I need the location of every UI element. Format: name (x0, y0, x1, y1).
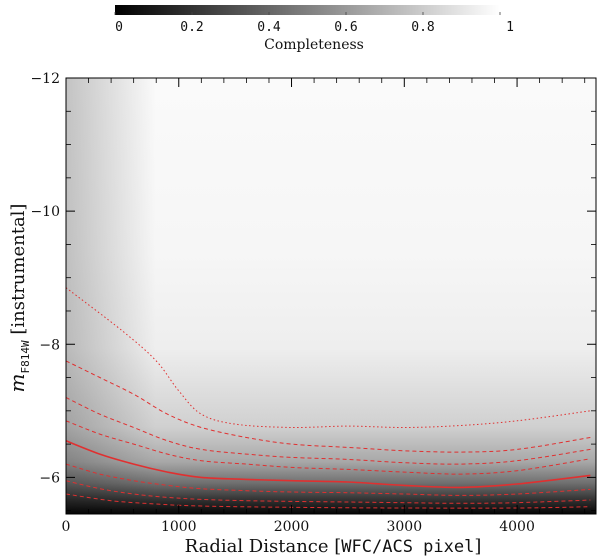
x-tick-label: 3000 (386, 519, 422, 535)
x-axis-label: Radial Distance [WFC/ACS pixel] (185, 536, 482, 557)
colorbar-gradient (115, 5, 500, 15)
contour-0.6 (66, 420, 591, 475)
contour-0.2 (66, 493, 591, 509)
colorbar-tick-label: 0 (115, 20, 123, 35)
y-tick-label: −10 (30, 204, 60, 220)
x-axis-label-unit: WFC/ACS pixel (341, 537, 474, 557)
y-axis-label: mF814W [instrumental] (5, 204, 32, 393)
contour-0.7 (66, 397, 591, 465)
colorbar: 0 0.2 0.4 0.6 0.8 1 Completeness (114, 5, 514, 53)
x-tick-label: 1000 (161, 519, 197, 535)
colorbar-tick-label: 0.4 (257, 20, 281, 35)
svg-text:mF814W [instrumental]: mF814W [instrumental] (5, 204, 32, 393)
y-tick-label: −12 (30, 71, 60, 87)
heatmap-plot: 0 1000 2000 3000 4000 −12 −10 −8 −6 (30, 71, 597, 535)
colorbar-tick-label: 1 (506, 20, 514, 35)
colorbar-tick-label: 0.2 (180, 20, 203, 35)
contour-0.5 (66, 440, 591, 489)
x-tick-label: 4000 (499, 519, 535, 535)
contour-0.4 (66, 463, 591, 496)
colorbar-label: Completeness (264, 37, 364, 53)
plot-frame (65, 77, 597, 515)
x-tick-label: 2000 (274, 519, 310, 535)
contour-0.3 (66, 480, 591, 504)
contour-0.8 (66, 360, 591, 453)
y-tick-label: −6 (39, 470, 60, 486)
y-tick-label: −8 (39, 337, 60, 353)
x-axis-label-bracket: ] (474, 536, 481, 557)
y-axis-label-rest: [instrumental] (8, 204, 29, 341)
y-axis-label-m: m (5, 373, 29, 392)
colorbar-tick-label: 0.8 (411, 20, 434, 35)
y-axis-label-sub: F814W (19, 340, 32, 373)
heatmap-left-shade (66, 78, 156, 514)
x-tick-label: 0 (62, 519, 71, 535)
contour-0.9 (66, 287, 591, 429)
colorbar-tick-label: 0.6 (334, 20, 357, 35)
x-axis-label-main: Radial Distance [ (185, 536, 342, 557)
